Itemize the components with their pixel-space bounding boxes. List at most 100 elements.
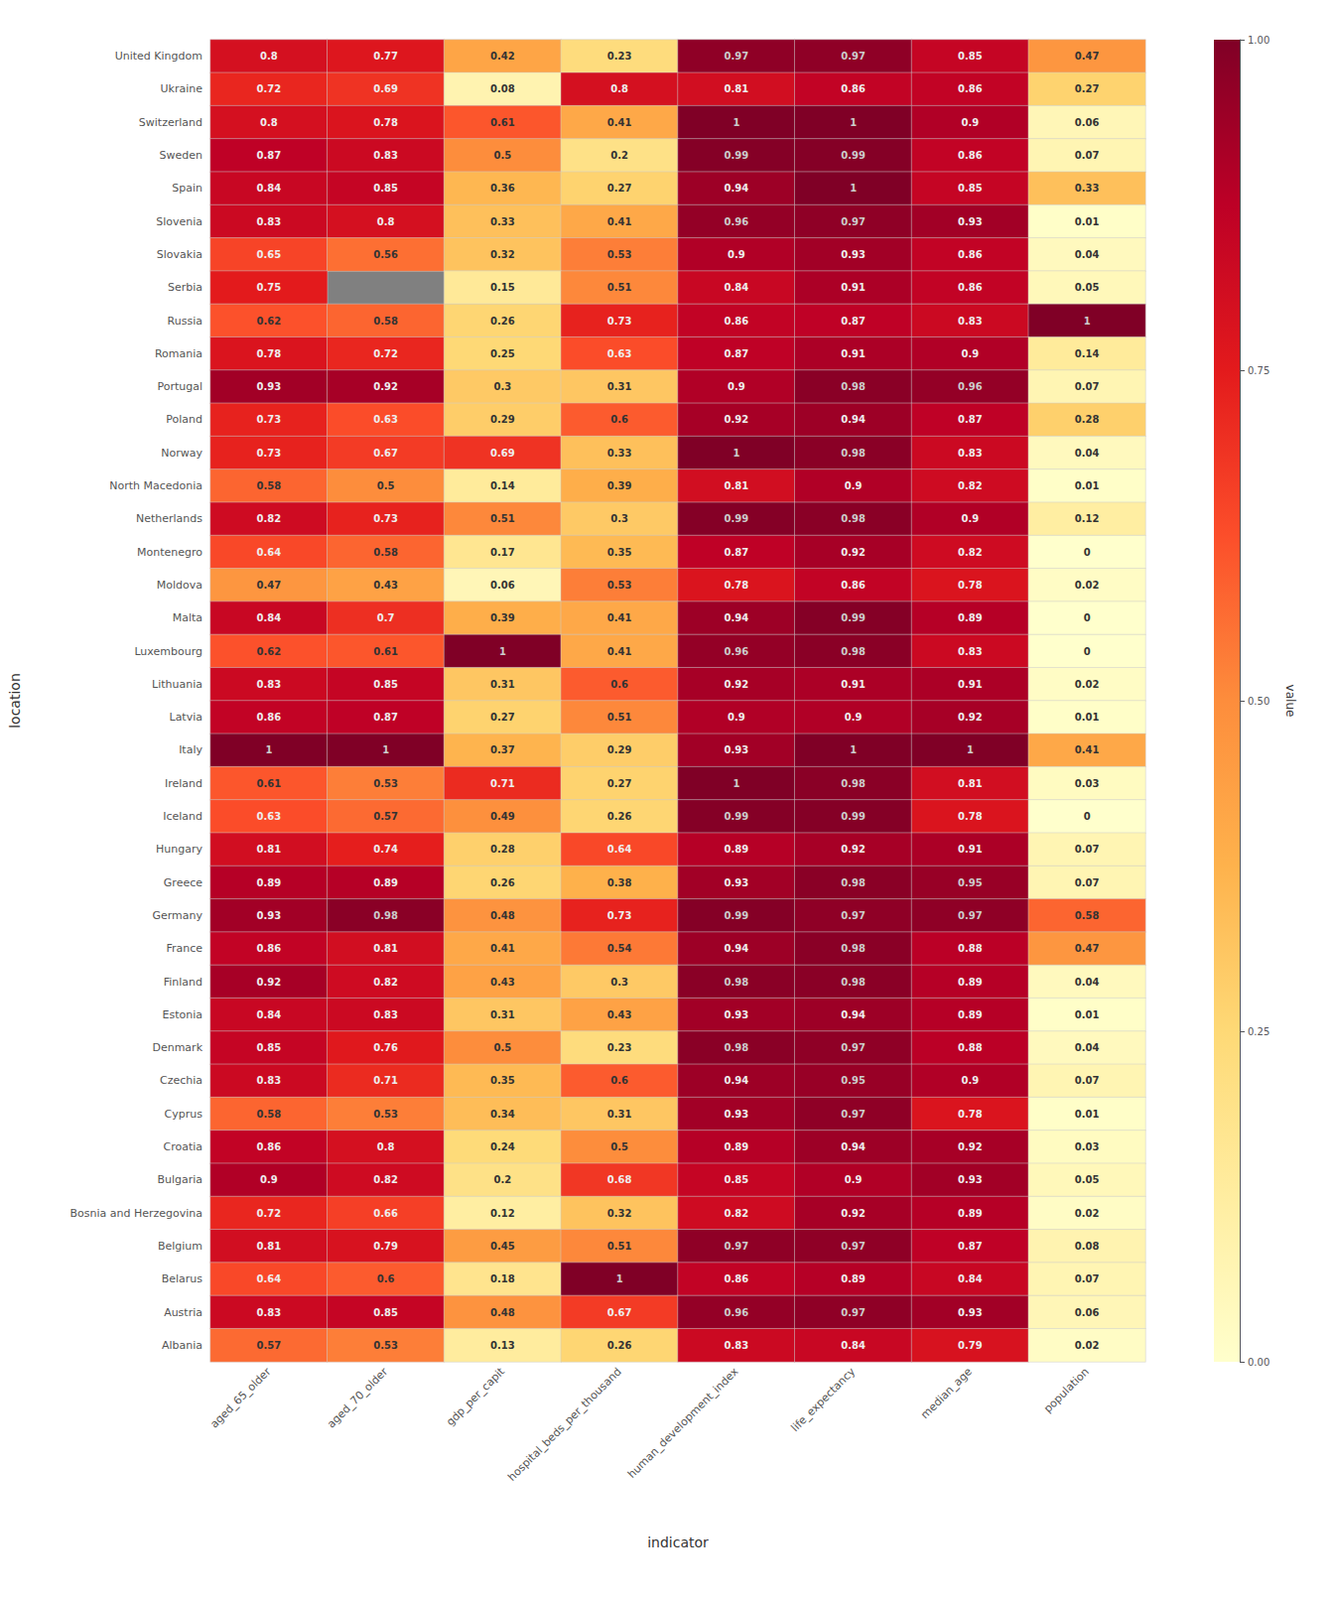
- svg-text:1: 1: [616, 1273, 624, 1285]
- svg-text:0.04: 0.04: [1074, 976, 1100, 988]
- svg-text:aged_70_older: aged_70_older: [324, 1364, 391, 1431]
- svg-text:0.47: 0.47: [257, 579, 282, 591]
- svg-text:0.95: 0.95: [957, 877, 983, 889]
- svg-text:gdp_per_capit: gdp_per_capit: [443, 1364, 508, 1429]
- svg-text:1: 1: [732, 447, 740, 459]
- svg-text:0.98: 0.98: [840, 942, 866, 954]
- svg-text:0.82: 0.82: [257, 513, 282, 525]
- svg-text:0.04: 0.04: [1074, 1042, 1100, 1054]
- svg-text:1: 1: [265, 744, 272, 756]
- svg-text:population: population: [1041, 1364, 1092, 1416]
- svg-text:Greece: Greece: [163, 876, 203, 890]
- svg-text:0.92: 0.92: [724, 678, 750, 690]
- svg-text:0.89: 0.89: [957, 1009, 983, 1021]
- svg-text:0.85: 0.85: [373, 1307, 399, 1319]
- svg-text:0.97: 0.97: [724, 1240, 750, 1252]
- svg-text:0.98: 0.98: [840, 447, 866, 459]
- svg-text:Belgium: Belgium: [157, 1239, 203, 1253]
- svg-text:0.95: 0.95: [840, 1074, 866, 1086]
- svg-text:0.31: 0.31: [607, 381, 633, 393]
- svg-text:0.89: 0.89: [957, 612, 983, 624]
- svg-text:0.06: 0.06: [1074, 117, 1100, 129]
- svg-text:0.34: 0.34: [490, 1108, 516, 1120]
- svg-text:0.06: 0.06: [490, 579, 516, 591]
- svg-text:0: 0: [1083, 612, 1091, 624]
- svg-text:Slovenia: Slovenia: [155, 215, 203, 229]
- svg-text:0.37: 0.37: [490, 744, 516, 756]
- svg-text:Estonia: Estonia: [162, 1008, 204, 1022]
- svg-text:Albania: Albania: [161, 1338, 203, 1352]
- svg-text:0.64: 0.64: [257, 546, 282, 558]
- svg-text:0.72: 0.72: [257, 1207, 282, 1219]
- svg-text:Italy: Italy: [178, 743, 203, 757]
- svg-text:0.41: 0.41: [1074, 744, 1100, 756]
- svg-text:0.29: 0.29: [490, 413, 516, 425]
- svg-text:0.58: 0.58: [373, 315, 399, 327]
- svg-text:0.91: 0.91: [840, 678, 866, 690]
- svg-text:1: 1: [849, 182, 857, 194]
- svg-text:0.38: 0.38: [607, 877, 633, 889]
- svg-text:0.97: 0.97: [840, 1307, 866, 1319]
- svg-text:0.98: 0.98: [840, 877, 866, 889]
- svg-text:0.01: 0.01: [1074, 1108, 1100, 1120]
- svg-text:0.94: 0.94: [724, 182, 750, 194]
- svg-text:0.73: 0.73: [257, 413, 282, 425]
- svg-text:0.58: 0.58: [373, 546, 399, 558]
- svg-text:0.8: 0.8: [260, 117, 278, 129]
- svg-text:0.12: 0.12: [490, 1207, 516, 1219]
- svg-text:0.99: 0.99: [840, 149, 866, 161]
- svg-text:0.13: 0.13: [490, 1339, 516, 1351]
- svg-text:Denmark: Denmark: [151, 1041, 203, 1055]
- svg-text:0.05: 0.05: [1074, 1174, 1100, 1186]
- svg-text:0.86: 0.86: [724, 315, 750, 327]
- svg-text:0.86: 0.86: [257, 711, 282, 723]
- svg-text:0.87: 0.87: [373, 711, 399, 723]
- svg-text:Bosnia and Herzegovina: Bosnia and Herzegovina: [69, 1206, 203, 1220]
- svg-text:0.87: 0.87: [840, 315, 866, 327]
- svg-text:0.58: 0.58: [1074, 910, 1100, 922]
- svg-text:0.41: 0.41: [607, 612, 633, 624]
- svg-text:0.5: 0.5: [377, 480, 396, 492]
- svg-text:Lithuania: Lithuania: [151, 677, 203, 691]
- svg-text:0.73: 0.73: [373, 513, 399, 525]
- svg-text:0.72: 0.72: [373, 348, 399, 360]
- svg-text:0.98: 0.98: [840, 976, 866, 988]
- svg-text:0.89: 0.89: [840, 1273, 866, 1285]
- svg-text:0.73: 0.73: [257, 447, 282, 459]
- svg-text:0.61: 0.61: [257, 778, 282, 790]
- svg-text:0.77: 0.77: [373, 50, 399, 62]
- svg-text:0.97: 0.97: [840, 50, 866, 62]
- svg-text:0.83: 0.83: [257, 678, 282, 690]
- svg-text:0.93: 0.93: [957, 1174, 983, 1186]
- svg-text:0.99: 0.99: [840, 810, 866, 822]
- svg-text:0.06: 0.06: [1074, 1307, 1100, 1319]
- svg-text:0.81: 0.81: [257, 1240, 282, 1252]
- svg-text:0.01: 0.01: [1074, 216, 1100, 228]
- svg-text:0.48: 0.48: [490, 910, 516, 922]
- svg-text:0.97: 0.97: [840, 216, 866, 228]
- svg-text:0.9: 0.9: [727, 381, 746, 393]
- svg-text:0.85: 0.85: [724, 1174, 750, 1186]
- svg-text:0.81: 0.81: [724, 83, 750, 95]
- svg-text:0.99: 0.99: [724, 149, 750, 161]
- svg-text:0.8: 0.8: [610, 83, 629, 95]
- svg-text:0.36: 0.36: [490, 182, 516, 194]
- svg-text:0.93: 0.93: [840, 249, 866, 261]
- svg-text:0.97: 0.97: [840, 1240, 866, 1252]
- svg-text:0.92: 0.92: [373, 381, 399, 393]
- svg-text:0.39: 0.39: [490, 612, 516, 624]
- svg-text:0.50: 0.50: [1247, 695, 1270, 707]
- svg-text:0: 0: [1083, 810, 1091, 822]
- svg-text:1: 1: [1083, 315, 1091, 327]
- svg-text:0.97: 0.97: [724, 50, 750, 62]
- svg-text:0.07: 0.07: [1074, 1074, 1100, 1086]
- svg-text:0.78: 0.78: [957, 1108, 983, 1120]
- svg-text:0.84: 0.84: [257, 182, 282, 194]
- svg-text:0.39: 0.39: [607, 480, 633, 492]
- svg-text:0.82: 0.82: [957, 480, 983, 492]
- svg-text:0.53: 0.53: [607, 579, 633, 591]
- svg-text:0.3: 0.3: [494, 381, 513, 393]
- svg-text:0.75: 0.75: [257, 281, 282, 293]
- svg-text:0.92: 0.92: [257, 976, 282, 988]
- svg-text:0.5: 0.5: [610, 1141, 629, 1153]
